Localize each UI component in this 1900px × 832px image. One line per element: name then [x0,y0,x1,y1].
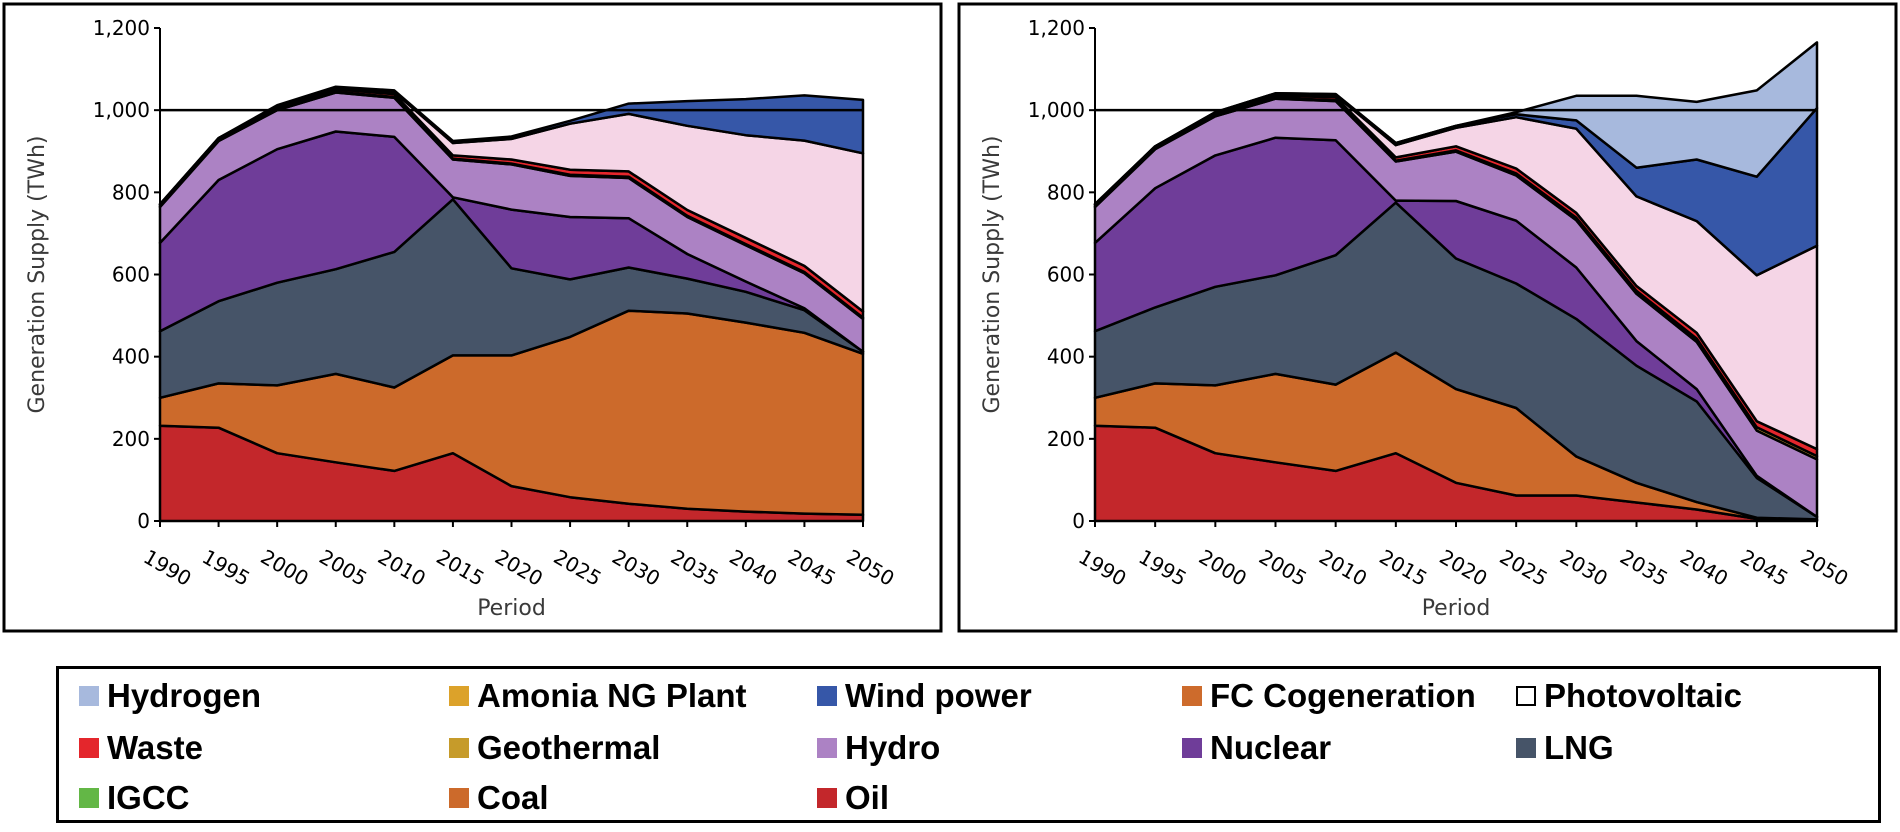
x-axis-title: Period [477,596,546,621]
legend-label: Oil [845,779,890,816]
legend-swatch [449,738,469,758]
legend-item-nuclear: Nuclear [1182,729,1331,767]
area-series-group [1093,41,1819,523]
legend-swatch [449,686,469,706]
legend-item-hydrogen: Hydrogen [79,677,261,715]
y-tick-label: 600 [112,263,150,287]
legend-item-fc-cogeneration: FC Cogeneration [1182,677,1476,715]
y-tick-label: 1,200 [1028,16,1085,40]
y-axis-title: Generation Supply (TWh) [25,136,50,414]
legend-swatch [817,788,837,808]
area-series-wind-power [158,85,865,206]
legend-item-oil: Oil [817,779,889,817]
legend-swatch [817,738,837,758]
legend-item-photovoltaic: Photovoltaic [1516,677,1742,715]
legend-item-lng: LNG [1516,729,1614,767]
y-axis-title: Generation Supply (TWh) [980,136,1005,414]
y-tick-label: 1,000 [93,98,150,122]
legend-label: Hydro [845,729,941,766]
legend-item-geothermal: Geothermal [449,729,660,767]
area-series-hydrogen [1093,41,1819,206]
legend-label: Geothermal [477,729,661,766]
legend-label: LNG [1544,729,1614,766]
legend-swatch [1516,738,1536,758]
y-tick-label: 1,200 [93,16,150,40]
legend-label: FC Cogeneration [1210,677,1476,714]
legend-label: Nuclear [1210,729,1332,766]
legend-swatch [1516,686,1536,706]
y-tick-label: 0 [137,509,150,533]
legend-item-coal: Coal [449,779,549,817]
y-tick-label: 400 [1047,345,1085,369]
legend-item-hydro: Hydro [817,729,940,767]
legend-swatch [449,788,469,808]
y-tick-label: 200 [1047,427,1085,451]
y-tick-label: 600 [1047,263,1085,287]
legend-item-wind-power: Wind power [817,677,1032,715]
legend-swatch [79,686,99,706]
y-tick-label: 0 [1072,509,1085,533]
legend-label: Amonia NG Plant [477,677,747,714]
area-series-group [158,85,865,523]
legend-label: IGCC [107,779,190,816]
legend-item-amonia-ng-plant: Amonia NG Plant [449,677,747,715]
y-tick-label: 400 [112,345,150,369]
legend-swatch [79,788,99,808]
legend-label: Waste [107,729,203,766]
legend-item-igcc: IGCC [79,779,190,817]
y-tick-label: 800 [112,180,150,204]
y-tick-label: 200 [112,427,150,451]
legend-label: Hydrogen [107,677,262,714]
x-axis-title: Period [1422,596,1491,621]
legend-swatch [1182,686,1202,706]
legend-swatch [1182,738,1202,758]
legend-label: Coal [477,779,549,816]
legend-swatch [817,686,837,706]
legend-item-waste: Waste [79,729,203,767]
legend: Hydrogen Amonia NG Plant Wind power FC Coge… [56,666,1881,823]
legend-label: Wind power [845,677,1032,714]
legend-label: Photovoltaic [1544,677,1743,714]
y-tick-label: 800 [1047,180,1085,204]
right-chart-panel: 0 200 400 600 800 1,000 1,200 1990 1995 2000 2005 2… [955,0,1900,635]
y-tick-label: 1,000 [1028,98,1085,122]
legend-swatch [79,738,99,758]
left-chart-panel: 0 200 400 600 800 1,000 1,200 1990 1995 2000 2005 2… [0,0,945,635]
